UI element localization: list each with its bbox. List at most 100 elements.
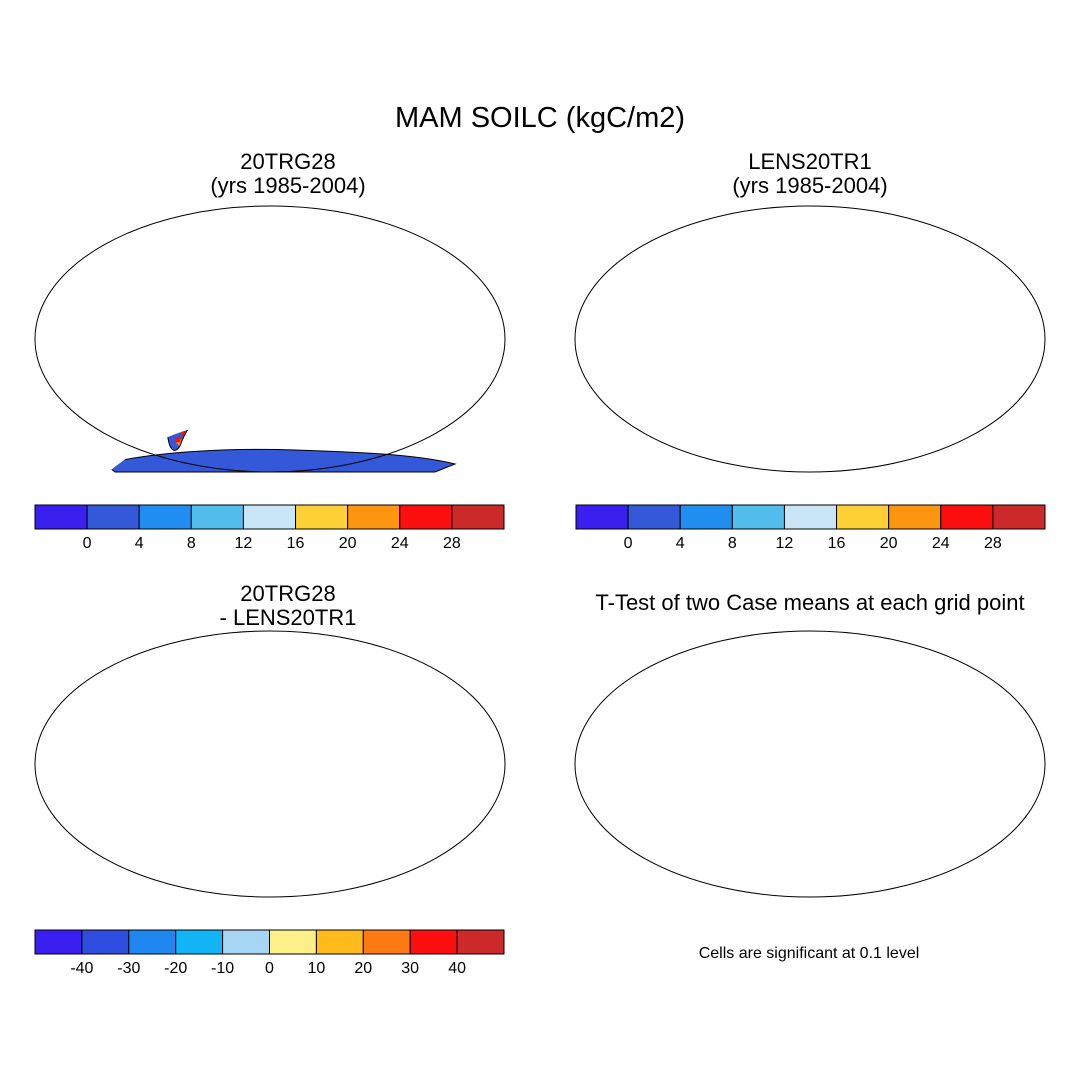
map-panel-bottom-left [34,630,506,898]
grid-cell [466,669,471,674]
colorbar-box [34,929,83,955]
grid-cell [448,245,453,250]
grid-cell [468,257,473,262]
colorbar-box [138,504,192,530]
colorbar-box [451,504,505,530]
panel-title-line: LENS20TR1 [748,149,872,174]
colorbar-box [627,504,681,530]
grid-cell [476,666,481,671]
grid-cell [475,684,480,689]
colorbar-tick-label: 12 [775,535,794,552]
grid-cell [474,673,479,678]
map-border [34,630,506,898]
coastline-south-america [153,412,219,451]
grid-cell [479,695,484,700]
panel-title-line: T-Test of two Case means at each grid po… [595,590,1025,615]
colorbar-box [86,504,140,530]
colorbar-box [34,504,88,530]
grid-cell [448,660,453,665]
colorbar-box [295,504,349,530]
colorbar-box [347,504,401,530]
panel-title-line: 20TRG28 [240,581,336,606]
significance-note: Cells are significant at 0.1 level [698,945,920,962]
grid-cell [471,245,476,250]
grid-cell [90,240,95,245]
map-border [34,205,506,473]
panel-title-line: (yrs 1985-2004) [732,173,888,198]
colorbar-tick-label: 12 [234,535,253,552]
grid-cell [451,249,456,254]
colorbar-tick-label: 40 [448,960,466,977]
colorbar-top-right [575,504,1046,530]
grid-cell [450,662,455,667]
grid-cell [478,674,483,679]
map-panel-top-right [574,205,1046,473]
colorbar-tick-label: 8 [186,535,196,552]
colorbar-box [242,504,297,530]
grid-cell [455,249,460,254]
colorbar-box [456,929,505,955]
colorbar-box [175,929,224,955]
grid-cell [479,692,484,697]
colorbar-tick-label: -40 [70,960,94,977]
colorbar-tick-label: 0 [623,535,633,552]
grid-cell [446,660,451,665]
colorbar-tick-label: 28 [983,535,1002,552]
colorbar-box [128,929,177,955]
colorbar-box [315,929,364,955]
grid-cell [454,248,459,253]
colorbar-box [575,504,629,530]
colorbar-box [992,504,1046,530]
grid-cell [85,247,90,252]
colorbar-box [269,929,317,955]
grid-cell [1003,257,1008,262]
panel-title-top-left: 20TRG28 (yrs 1985-2004) [38,151,538,199]
colorbar-box [409,929,458,955]
map-panel-top-left [34,205,506,473]
colorbar-tick-label: 0 [265,960,274,977]
panel-title-line: 20TRG28 [240,149,336,174]
colorbar-tick-label: 30 [401,960,420,977]
panel-title-top-right: LENS20TR1 (yrs 1985-2004) [560,151,1060,199]
colorbar-tick-label: 16 [827,535,846,552]
colorbar-box [362,929,411,955]
colorbar-box [783,504,838,530]
ocean-background [575,631,1045,897]
colorbar-box [190,504,244,530]
map-border [574,630,1046,898]
ocean-background [575,206,1045,472]
colorbar-tick-label: 20 [338,535,357,552]
colorbar-box [399,504,453,530]
colorbar-tick-label: 24 [390,535,409,552]
colorbar-tick-label: 8 [727,535,737,552]
colorbar-tick-label: 16 [286,535,305,552]
colorbar-box [940,504,994,530]
grid-cell [451,673,456,678]
colorbar-tick-label: 4 [675,535,685,552]
colorbar-box [679,504,733,530]
colorbar-tick-label: 20 [354,960,373,977]
colorbar-tick-label: 4 [134,535,144,552]
panel-title-line: (yrs 1985-2004) [210,173,366,198]
colorbar-box [888,504,942,530]
colorbar-tick-label: 10 [307,960,326,977]
colorbar-tick-label: 20 [879,535,898,552]
grid-cell [994,248,999,253]
grid-cell [1003,258,1008,263]
colorbar-tick-label: 0 [82,535,92,552]
map-border [574,205,1046,473]
grid-cell [471,680,476,685]
grid-cell [449,670,454,675]
grid-cell [465,666,470,671]
grid-cell [479,693,484,698]
grid-cell [461,238,466,243]
colorbar-tick-label: 28 [442,535,461,552]
coastline-antarctica [103,448,457,473]
colorbar-difference [34,929,505,955]
panel-title-bottom-left: 20TRG28 - LENS20TR1 [38,583,538,631]
panel-title-line: - LENS20TR1 [219,605,357,630]
grid-cell [175,437,181,443]
grid-cell [453,675,458,680]
ocean-background [35,631,505,897]
